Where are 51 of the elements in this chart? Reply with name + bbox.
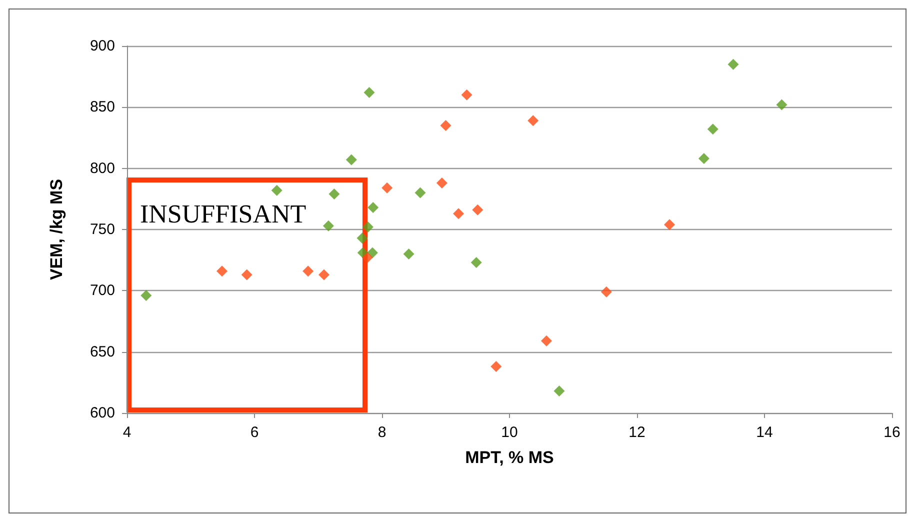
- x-axis-title: MPT, % MS: [465, 448, 554, 467]
- point: [140, 290, 152, 302]
- y-tick-label: 900: [90, 38, 115, 54]
- point: [382, 182, 393, 194]
- point: [707, 124, 718, 135]
- point: [664, 219, 676, 230]
- y-tick-label: 650: [90, 343, 115, 360]
- x-tick-label: 4: [122, 424, 132, 441]
- point: [368, 202, 379, 213]
- y-tick-label: 850: [90, 98, 115, 116]
- annotation: INSUFFISANT: [140, 200, 306, 228]
- point: [216, 266, 228, 277]
- point: [453, 208, 464, 220]
- point: [698, 153, 710, 164]
- point: [461, 89, 472, 100]
- point: [528, 115, 539, 126]
- point: [322, 220, 334, 232]
- point: [362, 252, 373, 264]
- point: [472, 204, 484, 216]
- point: [241, 269, 252, 280]
- x-tick-label: 6: [250, 424, 259, 441]
- y-tick-label: 750: [90, 221, 115, 238]
- point: [728, 58, 739, 70]
- point: [554, 385, 565, 396]
- x-tick-label: 14: [756, 424, 773, 441]
- point: [600, 286, 612, 298]
- point: [414, 187, 426, 198]
- point: [403, 248, 414, 260]
- x-tick-label: 10: [501, 424, 518, 441]
- point: [302, 266, 314, 277]
- point: [356, 232, 368, 244]
- point: [470, 257, 482, 268]
- x-tick-label: 16: [884, 424, 900, 441]
- y-axis-title: VEM, /kg MS: [47, 178, 66, 280]
- point: [436, 178, 448, 189]
- x-tick-label: 8: [378, 424, 386, 441]
- point: [318, 269, 330, 280]
- point: [271, 184, 282, 196]
- point: [362, 222, 374, 233]
- point: [440, 120, 452, 132]
- point: [364, 86, 375, 98]
- point: [366, 247, 378, 258]
- point: [346, 154, 357, 166]
- x-tick-label: 12: [628, 424, 646, 441]
- point: [490, 361, 502, 372]
- point: [776, 99, 788, 110]
- y-tick-label: 800: [90, 160, 115, 177]
- y-tick-label: 600: [90, 404, 115, 422]
- point: [328, 188, 340, 200]
- y-tick-label: 700: [90, 282, 115, 300]
- point: [540, 335, 552, 346]
